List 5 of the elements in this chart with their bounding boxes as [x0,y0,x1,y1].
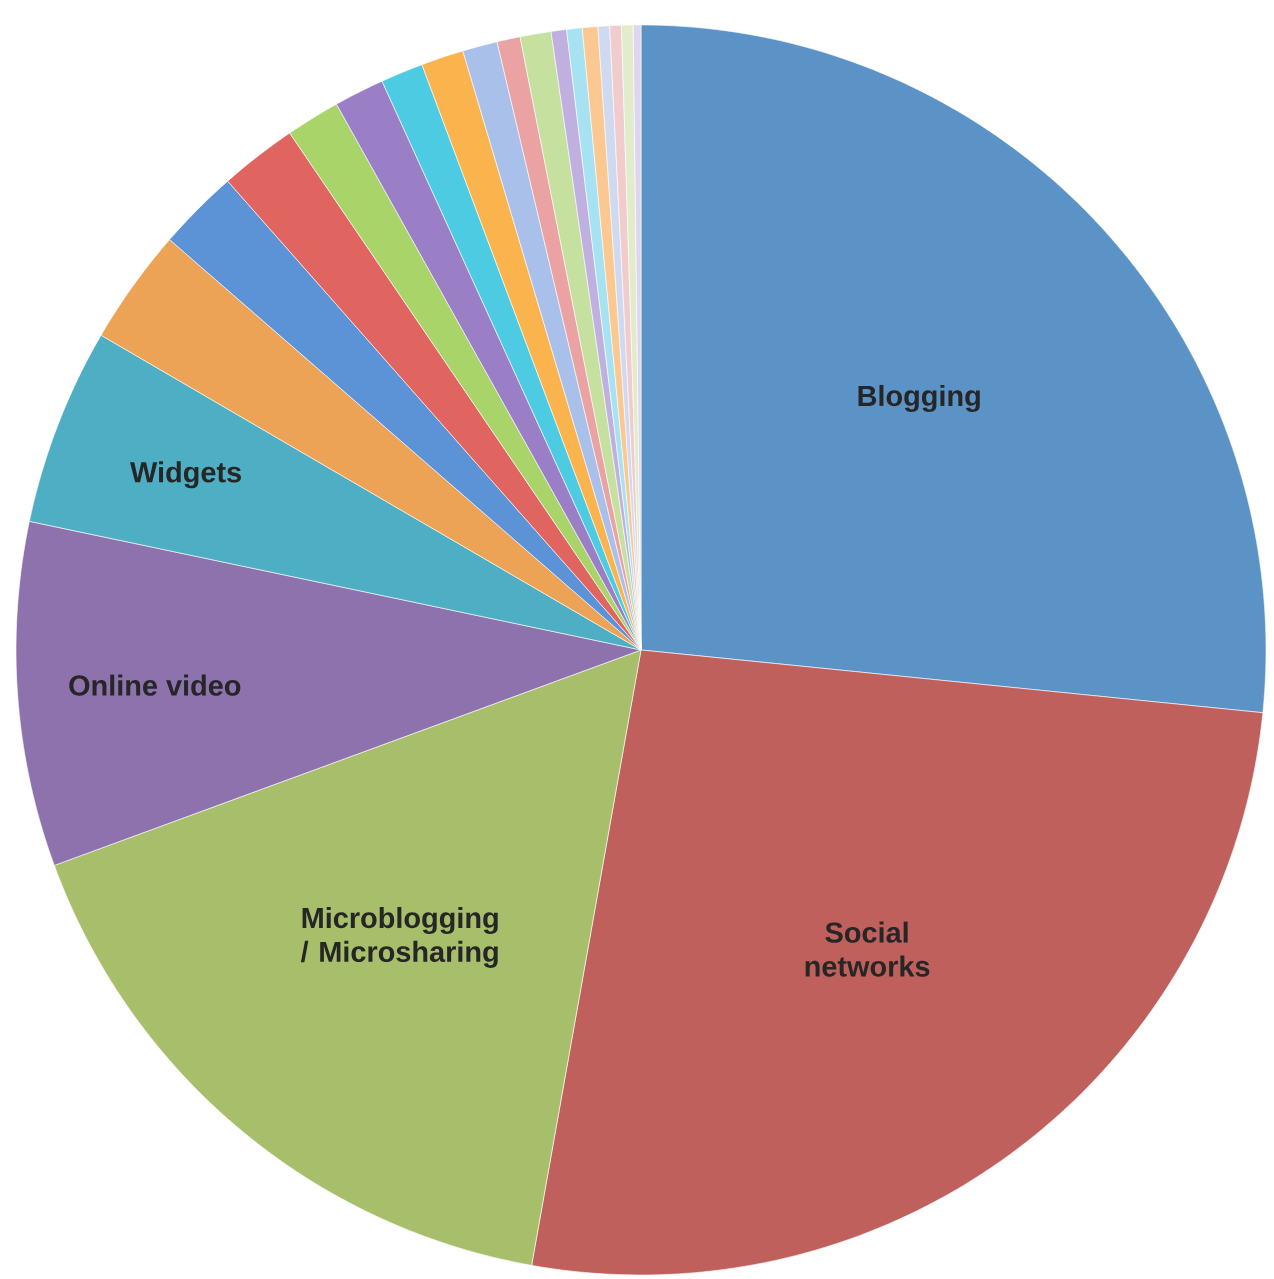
slice-label: Online video [69,674,241,696]
slice-label: Microblogging / Microsharing [300,906,498,968]
slice-label: Widgets [130,461,241,489]
slice-label: Blogging [858,384,980,413]
slice-label: Social networks [805,921,930,977]
